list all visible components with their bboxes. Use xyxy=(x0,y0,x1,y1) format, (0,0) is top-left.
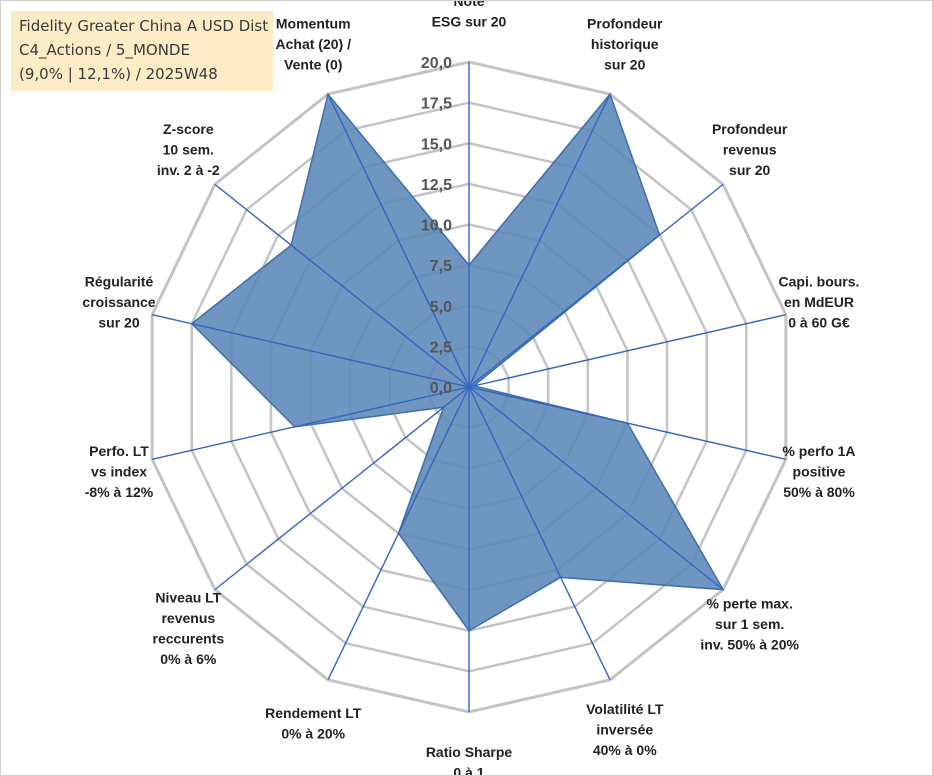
radial-tick-label: 2,5 xyxy=(430,339,452,356)
radial-tick-label: 7,5 xyxy=(430,258,452,275)
axis-label: Momentum Achat (20) / Vente (0) xyxy=(276,15,352,72)
axis-label-line: Vente (0) xyxy=(284,56,342,72)
axis-label: % perte max. sur 1 sem. inv. 50% à 20% xyxy=(700,596,799,653)
chart-title-box: Fidelity Greater China A USD Dist C4_Act… xyxy=(11,11,273,91)
axis-label-line: inversée xyxy=(596,722,653,738)
axis-label-line: Profondeur xyxy=(712,121,788,137)
axis-label: Régularité croissance sur 20 xyxy=(82,274,155,331)
axis-label-line: Z-score xyxy=(163,121,214,137)
axis-label-line: revenus xyxy=(723,141,777,157)
axis-label-line: revenus xyxy=(161,610,215,626)
axis-label-line: inv. 50% à 20% xyxy=(700,637,799,653)
axis-label-line: % perte max. xyxy=(706,596,792,612)
radial-tick-label: 5,0 xyxy=(430,299,452,316)
radial-tick-label: 17,5 xyxy=(421,96,452,113)
radial-tick-label: 15,0 xyxy=(421,136,452,153)
axis-label: Note ESG sur 20 xyxy=(432,1,507,30)
axis-label-line: Niveau LT xyxy=(155,590,221,606)
chart-frame: 0,0 2,5 5,0 7,5 10,0 12,5 15,0 17,5 20,0 Note ESG… xyxy=(0,0,933,776)
axis-label: Capi. bours. en MdEUR 0 à 60 G€ xyxy=(779,274,860,331)
radial-tick-label: 20,0 xyxy=(421,55,452,72)
axis-label-line: positive xyxy=(793,463,846,479)
axis-label-line: 0 à 60 G€ xyxy=(788,315,850,331)
axis-label-line: -8% à 12% xyxy=(85,484,154,500)
axis-label-line: vs index xyxy=(91,463,147,479)
fund-category: C4_Actions / 5_MONDE xyxy=(19,38,265,62)
radial-tick-label: 12,5 xyxy=(421,177,452,194)
axis-label-line: sur 20 xyxy=(98,315,139,331)
radar-chart: 0,0 2,5 5,0 7,5 10,0 12,5 15,0 17,5 20,0 Note ESG… xyxy=(1,1,932,775)
axis-label: Profondeur historique sur 20 xyxy=(587,15,663,72)
axis-label-line: Note xyxy=(453,1,484,9)
axis-label-line: inv. 2 à -2 xyxy=(157,162,220,178)
axis-label-line: reccurents xyxy=(153,631,225,647)
axis-label: Niveau LT revenus reccurents 0% à 6% xyxy=(153,590,225,668)
axis-label-line: sur 20 xyxy=(729,162,770,178)
axis-label-line: Capi. bours. xyxy=(779,274,860,290)
axis-label-line: 0% à 6% xyxy=(160,651,217,667)
axis-label: Profondeur revenus sur 20 xyxy=(712,121,788,178)
axis-label-line: Perfo. LT xyxy=(89,443,149,459)
axis-label: Volatilité LT inversée 40% à 0% xyxy=(586,701,664,758)
axis-label-line: croissance xyxy=(82,294,155,310)
axis-label: Z-score 10 sem. inv. 2 à -2 xyxy=(157,121,220,178)
axis-label: % perfo 1A positive 50% à 80% xyxy=(782,443,855,500)
axis-label-line: historique xyxy=(591,36,659,52)
axis-label-line: ESG sur 20 xyxy=(432,14,507,30)
axis-label-line: Ratio Sharpe xyxy=(426,744,513,760)
axis-label-line: 10 sem. xyxy=(163,141,214,157)
axis-label-line: Momentum xyxy=(276,15,351,31)
fund-name: Fidelity Greater China A USD Dist xyxy=(19,14,265,38)
axis-label-line: sur 20 xyxy=(604,56,645,72)
axis-label-line: sur 1 sem. xyxy=(715,616,784,632)
axis-label-line: en MdEUR xyxy=(784,294,854,310)
axis-label-line: 50% à 80% xyxy=(783,484,855,500)
axis-label-line: 0% à 20% xyxy=(281,725,345,741)
axis-label: Perfo. LT vs index -8% à 12% xyxy=(85,443,154,500)
radial-tick-label: 10,0 xyxy=(421,218,452,235)
axis-label-line: % perfo 1A xyxy=(782,443,855,459)
axis-label-line: Rendement LT xyxy=(265,705,362,721)
axis-label-line: Régularité xyxy=(85,274,154,290)
axis-label-line: 0 à 1 xyxy=(453,765,484,776)
axis-label-line: Profondeur xyxy=(587,15,663,31)
axis-label-line: Achat (20) / xyxy=(276,36,352,52)
axis-label: Rendement LT 0% à 20% xyxy=(265,705,362,742)
axis-label-line: 40% à 0% xyxy=(593,742,657,758)
radial-tick-label: 0,0 xyxy=(430,380,452,397)
axis-label-line: Volatilité LT xyxy=(586,701,664,717)
axis-label: Ratio Sharpe 0 à 1 xyxy=(426,744,513,775)
fund-stats: (9,0% | 12,1%) / 2025W48 xyxy=(19,62,265,86)
